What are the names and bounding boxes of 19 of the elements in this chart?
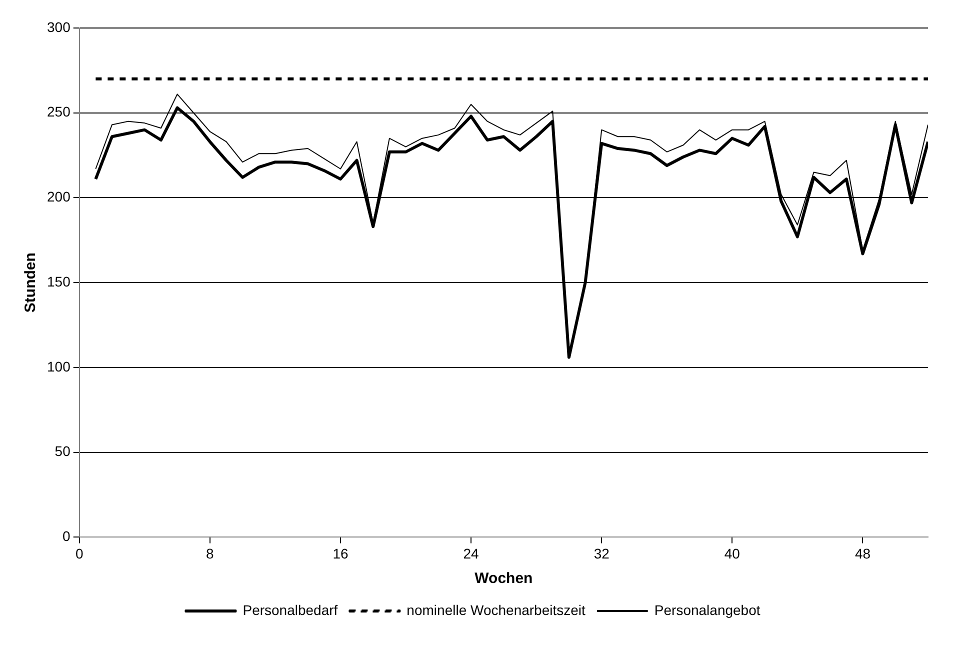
x-tick-label: 0 xyxy=(75,545,84,562)
y-tick-label: 300 xyxy=(47,18,71,35)
legend-label: Personalbedarf xyxy=(242,602,338,618)
y-tick-label: 150 xyxy=(47,273,71,290)
y-tick-label: 250 xyxy=(47,104,71,120)
x-tick-label: 40 xyxy=(724,545,740,562)
x-tick-label: 48 xyxy=(854,545,871,562)
y-tick-label: 0 xyxy=(62,528,71,544)
y-tick-label: 50 xyxy=(54,443,71,460)
legend-label: Personalangebot xyxy=(654,602,760,618)
y-tick-label: 100 xyxy=(47,358,71,374)
y-axis-title: Stunden xyxy=(22,252,40,313)
x-tick-label: 24 xyxy=(463,545,480,562)
legend-label: nominelle Wochenarbeitszeit xyxy=(406,602,586,618)
y-tick-label: 200 xyxy=(47,188,71,205)
x-tick-label: 32 xyxy=(594,545,610,562)
x-tick-label: 8 xyxy=(206,545,214,562)
x-axis-title: Wochen xyxy=(474,570,533,588)
x-tick-label: 16 xyxy=(332,545,348,562)
